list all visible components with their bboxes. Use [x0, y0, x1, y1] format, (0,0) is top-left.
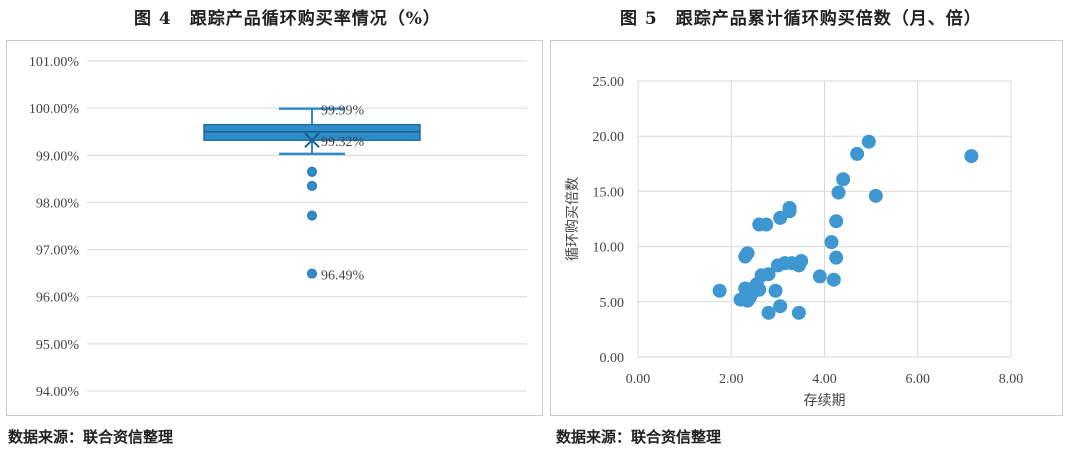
x-tick-label: 0.00 — [626, 372, 651, 387]
y-axis-label: 循环购买倍数 — [565, 177, 581, 261]
scatter-point — [740, 246, 755, 261]
scatter-point — [782, 200, 797, 215]
scatter-point — [761, 305, 776, 320]
outlier-point — [307, 166, 317, 177]
mean-marker — [304, 132, 320, 148]
y-tick-label: 100.00% — [29, 102, 80, 117]
x-axis-label: 存续期 — [804, 392, 846, 409]
x-tick-label: 8.00 — [999, 372, 1024, 387]
y-tick-label: 25.00 — [593, 75, 625, 90]
scatter-point — [791, 305, 806, 320]
y-tick-label: 0.00 — [600, 351, 625, 366]
scatter-point — [712, 283, 727, 298]
figure-4-source: 数据来源：联合资信整理 — [8, 428, 174, 446]
data-label: 99.99% — [321, 104, 365, 119]
scatter-chart: 0.00 5.00 10.00 15.00 20.00 25.00 0.00 2.00 4.00… — [565, 75, 1024, 409]
outlier-point — [307, 268, 317, 279]
scatter-point — [759, 217, 774, 232]
outlier-point — [307, 210, 317, 221]
scatter-point — [829, 250, 844, 265]
x-tick-label: 6.00 — [906, 372, 931, 387]
x-tick-label: 4.00 — [812, 372, 837, 387]
boxplot-chart-frame: 101.00% 100.00% 99.00% 98.00% 97.00% 96.00% 95… — [6, 40, 543, 416]
y-tick-label: 15.00 — [593, 185, 625, 200]
figure-5-source: 数据来源：联合资信整理 — [556, 428, 722, 446]
scatter-point — [831, 185, 846, 200]
scatter-point — [768, 283, 783, 298]
scatter-point — [850, 146, 865, 161]
outlier-point — [307, 180, 317, 191]
figure-4-title: 图 4 跟踪产品循环购买率情况（%） — [134, 9, 441, 29]
scatter-point — [964, 149, 979, 164]
y-tick-label: 98.00% — [36, 196, 80, 211]
scatter-point — [773, 299, 788, 314]
y-tick-label: 94.00% — [36, 385, 80, 400]
scatter-point — [868, 188, 883, 203]
data-label: 96.49% — [321, 269, 365, 284]
x-tick-label: 2.00 — [719, 372, 744, 387]
y-tick-label: 99.00% — [36, 149, 80, 164]
scatter-point — [836, 172, 851, 187]
scatter-point — [812, 269, 827, 284]
scatter-chart-frame: 0.00 5.00 10.00 15.00 20.00 25.00 0.00 2.00 4.00… — [550, 40, 1063, 416]
y-tick-label: 97.00% — [36, 244, 80, 259]
y-tick-label: 10.00 — [593, 241, 625, 256]
y-tick-label: 101.00% — [29, 55, 80, 70]
scatter-point — [829, 214, 844, 229]
scatter-point — [824, 235, 839, 250]
boxplot-chart: 101.00% 100.00% 99.00% 98.00% 97.00% 96.00% 95… — [29, 55, 527, 400]
y-tick-label: 96.00% — [36, 291, 80, 306]
y-tick-label: 20.00 — [593, 130, 625, 145]
scatter-point — [752, 282, 767, 297]
scatter-point — [761, 267, 776, 282]
y-tick-label: 5.00 — [600, 296, 625, 311]
scatter-point — [794, 253, 809, 268]
y-tick-label: 95.00% — [36, 338, 80, 353]
data-label: 99.32% — [321, 135, 365, 150]
scatter-point — [826, 272, 841, 287]
figure-5-title: 图 5 跟踪产品累计循环购买倍数（月、倍） — [620, 9, 982, 29]
scatter-point — [861, 134, 876, 149]
